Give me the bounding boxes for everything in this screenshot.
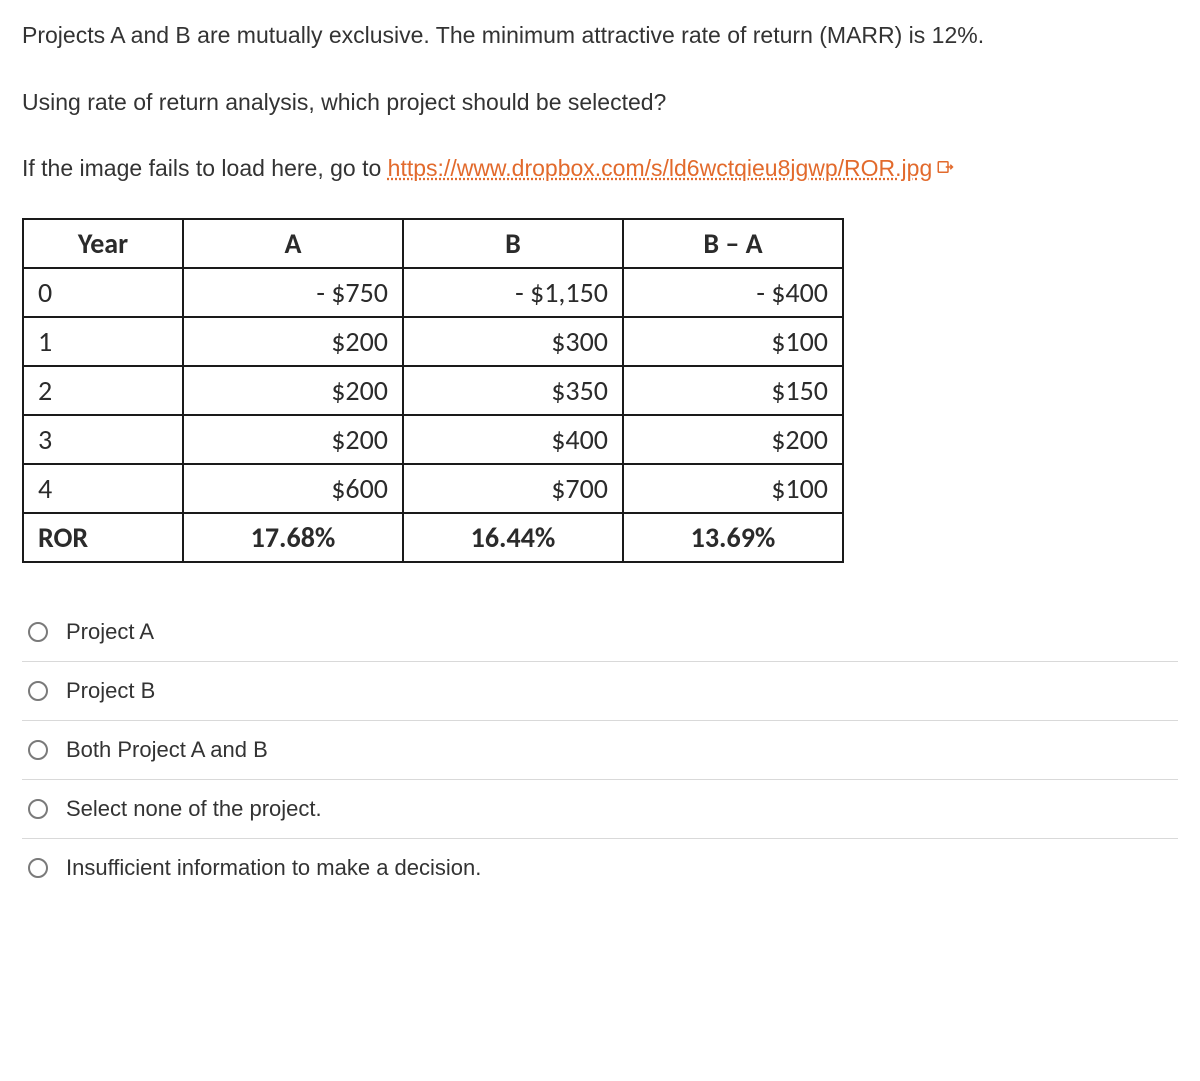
question-paragraph-2: Using rate of return analysis, which pro… [22,85,1178,120]
cell-ba: $200 [623,415,843,464]
answer-options: Project A Project B Both Project A and B… [22,603,1178,897]
question-stem: Projects A and B are mutually exclusive.… [22,18,1178,186]
option-label: Select none of the project. [66,796,322,822]
col-header-ba: B – A [623,219,843,268]
table-row: 4 $600 $700 $100 [23,464,843,513]
cell-b: $300 [403,317,623,366]
cell-year: 3 [23,415,183,464]
cell-ba: $150 [623,366,843,415]
cell-b: $400 [403,415,623,464]
table-row: 1 $200 $300 $100 [23,317,843,366]
col-header-a: A [183,219,403,268]
cell-year: 0 [23,268,183,317]
cell-a: $600 [183,464,403,513]
cell-b: $700 [403,464,623,513]
cell-b: $350 [403,366,623,415]
link-prefix: If the image fails to load here, go to [22,155,388,181]
radio-icon [28,858,48,878]
option-label: Project A [66,619,154,645]
cell-a: $200 [183,317,403,366]
col-header-year: Year [23,219,183,268]
radio-icon [28,799,48,819]
option-both[interactable]: Both Project A and B [22,721,1178,780]
option-project-a[interactable]: Project A [22,603,1178,662]
external-link-icon [936,155,954,185]
cell-year: 1 [23,317,183,366]
cell-a: $200 [183,366,403,415]
option-project-b[interactable]: Project B [22,662,1178,721]
option-label: Both Project A and B [66,737,268,763]
table-row: 0 - $750 - $1,150 - $400 [23,268,843,317]
radio-icon [28,681,48,701]
ror-b: 16.44% [403,513,623,562]
question-paragraph-1: Projects A and B are mutually exclusive.… [22,18,1178,53]
radio-icon [28,622,48,642]
cell-ba: $100 [623,464,843,513]
cell-a: - $750 [183,268,403,317]
option-label: Insufficient information to make a decis… [66,855,481,881]
ror-ba: 13.69% [623,513,843,562]
radio-icon [28,740,48,760]
table-row: 3 $200 $400 $200 [23,415,843,464]
cell-ba: - $400 [623,268,843,317]
table-ror-row: ROR 17.68% 16.44% 13.69% [23,513,843,562]
cell-year: 2 [23,366,183,415]
fallback-link[interactable]: https://www.dropbox.com/s/ld6wctqieu8jgw… [388,155,933,181]
cell-year: 4 [23,464,183,513]
cell-a: $200 [183,415,403,464]
ror-label: ROR [23,513,183,562]
table-header-row: Year A B B – A [23,219,843,268]
col-header-b: B [403,219,623,268]
ror-a: 17.68% [183,513,403,562]
option-none[interactable]: Select none of the project. [22,780,1178,839]
table-row: 2 $200 $350 $150 [23,366,843,415]
cell-ba: $100 [623,317,843,366]
ror-data-table: Year A B B – A 0 - $750 - $1,150 - $400 … [22,218,844,563]
option-insufficient[interactable]: Insufficient information to make a decis… [22,839,1178,897]
question-paragraph-3: If the image fails to load here, go to h… [22,151,1178,186]
cell-b: - $1,150 [403,268,623,317]
option-label: Project B [66,678,155,704]
